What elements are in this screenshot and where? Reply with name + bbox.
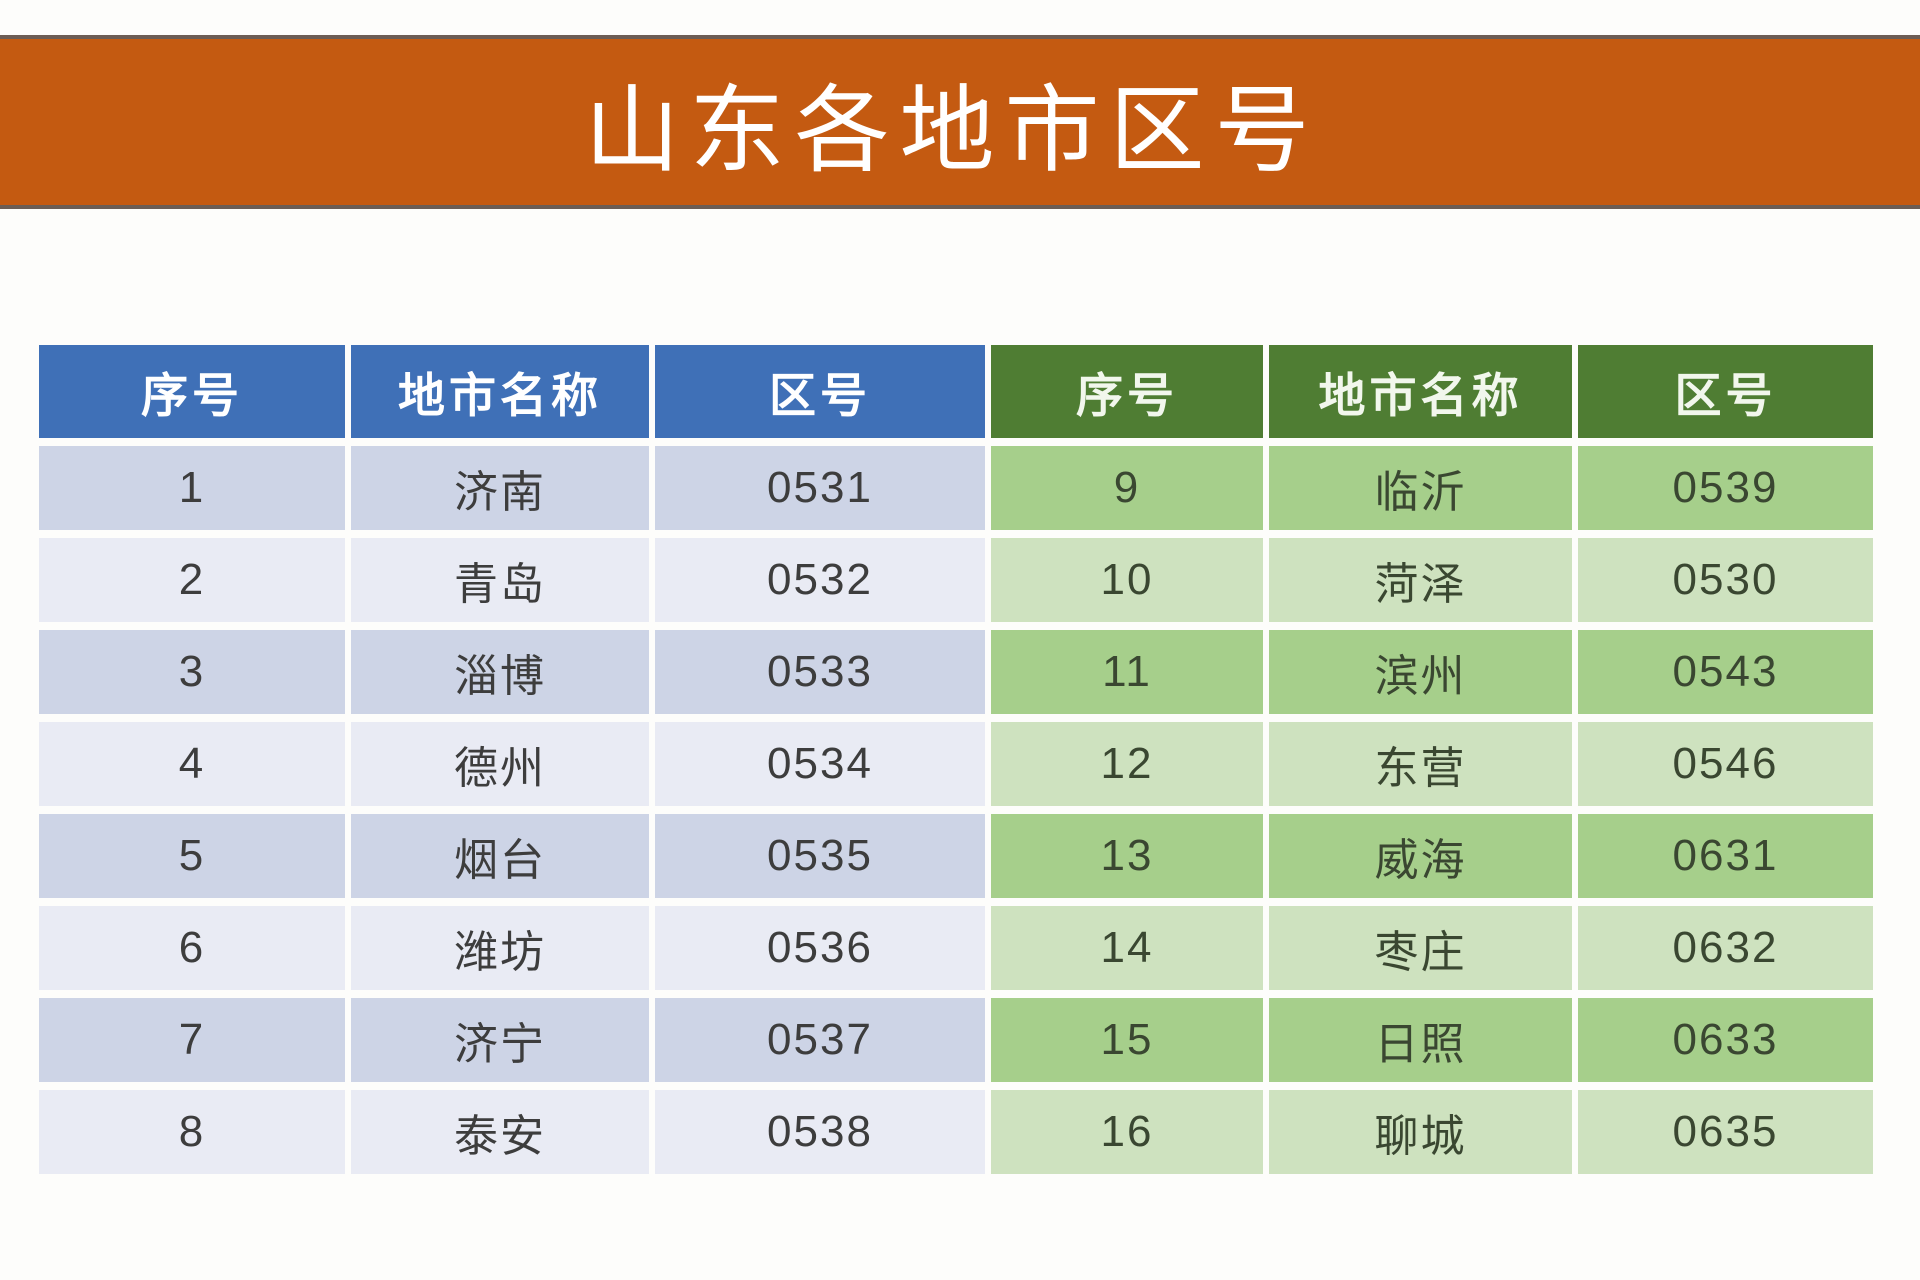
table-cell: 淄博 <box>351 630 649 714</box>
table-cell: 济南 <box>351 446 649 530</box>
header-cell: 地市名称 <box>351 345 649 438</box>
header-cell: 区号 <box>655 345 985 438</box>
table-cell: 4 <box>39 722 345 806</box>
table-cell: 15 <box>991 998 1263 1082</box>
table-cell: 9 <box>991 446 1263 530</box>
table-cell: 0533 <box>655 630 985 714</box>
table-cell: 菏泽 <box>1269 538 1572 622</box>
table-cell: 2 <box>39 538 345 622</box>
table-cell: 5 <box>39 814 345 898</box>
table-cell: 6 <box>39 906 345 990</box>
header-cell: 区号 <box>1578 345 1873 438</box>
table-cell: 0532 <box>655 538 985 622</box>
table-cell: 青岛 <box>351 538 649 622</box>
table-cell: 潍坊 <box>351 906 649 990</box>
table-cell: 临沂 <box>1269 446 1572 530</box>
area-code-table: 序号 地市名称 区号 序号 地市名称 区号 1 济南 0531 9 临沂 0539 2 青岛 0532 10 菏… <box>39 345 1873 1174</box>
table-cell: 1 <box>39 446 345 530</box>
table-cell: 东营 <box>1269 722 1572 806</box>
table-cell: 日照 <box>1269 998 1572 1082</box>
table-cell: 0530 <box>1578 538 1873 622</box>
table-cell: 11 <box>991 630 1263 714</box>
header-cell: 序号 <box>991 345 1263 438</box>
table-cell: 0633 <box>1578 998 1873 1082</box>
table-cell: 8 <box>39 1090 345 1174</box>
title-banner: 山东各地市区号 <box>0 35 1920 209</box>
table-cell: 13 <box>991 814 1263 898</box>
table-cell: 0546 <box>1578 722 1873 806</box>
table-cell: 0535 <box>655 814 985 898</box>
table-cell: 0534 <box>655 722 985 806</box>
header-cell: 地市名称 <box>1269 345 1572 438</box>
table-cell: 威海 <box>1269 814 1572 898</box>
table-cell: 0635 <box>1578 1090 1873 1174</box>
table-cell: 7 <box>39 998 345 1082</box>
table-cell: 0537 <box>655 998 985 1082</box>
table-cell: 烟台 <box>351 814 649 898</box>
table-cell: 德州 <box>351 722 649 806</box>
table-cell: 0538 <box>655 1090 985 1174</box>
table-cell: 聊城 <box>1269 1090 1572 1174</box>
table-cell: 12 <box>991 722 1263 806</box>
table-cell: 0536 <box>655 906 985 990</box>
header-cell: 序号 <box>39 345 345 438</box>
table-cell: 0632 <box>1578 906 1873 990</box>
table-cell: 10 <box>991 538 1263 622</box>
table-cell: 泰安 <box>351 1090 649 1174</box>
table-cell: 0539 <box>1578 446 1873 530</box>
table-cell: 0531 <box>655 446 985 530</box>
table-cell: 枣庄 <box>1269 906 1572 990</box>
table-cell: 0543 <box>1578 630 1873 714</box>
page-title: 山东各地市区号 <box>584 77 1320 184</box>
table-cell: 济宁 <box>351 998 649 1082</box>
table-cell: 滨州 <box>1269 630 1572 714</box>
table-cell: 3 <box>39 630 345 714</box>
table-cell: 14 <box>991 906 1263 990</box>
table-cell: 16 <box>991 1090 1263 1174</box>
table-cell: 0631 <box>1578 814 1873 898</box>
